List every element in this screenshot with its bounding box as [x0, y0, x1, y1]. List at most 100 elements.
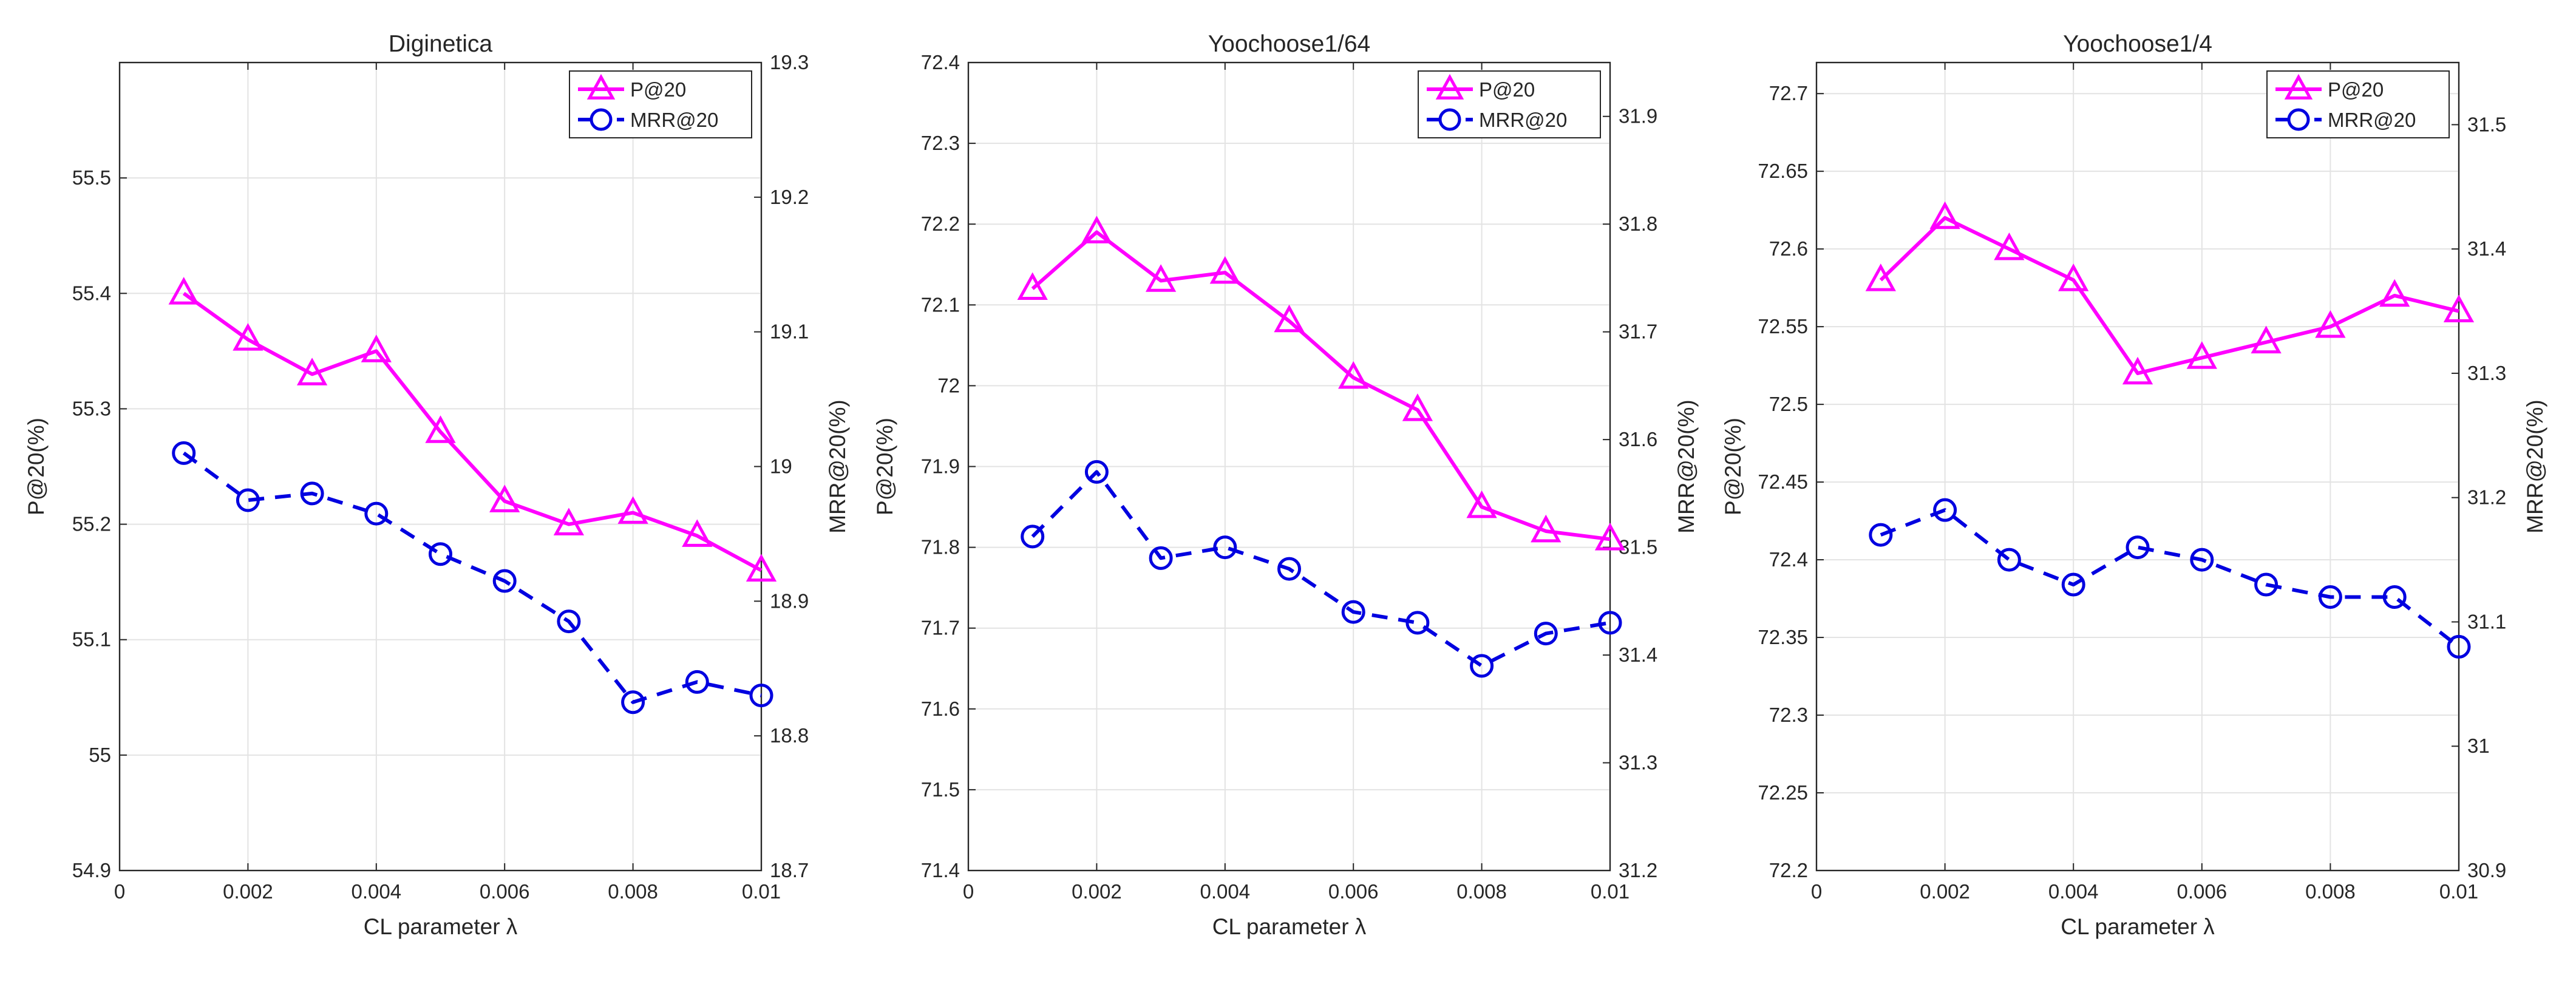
- data-point-triangle: [2315, 310, 2346, 338]
- data-point-circle: [1277, 557, 1301, 581]
- y-right-tick-label: 31.8: [1619, 212, 1657, 235]
- y-left-tick-label: 72.3: [921, 132, 960, 154]
- data-point-circle: [1021, 524, 1045, 549]
- data-point-triangle: [1209, 256, 1240, 284]
- series-line: [1031, 470, 1611, 668]
- y-right-tick-label: 31.7: [1619, 321, 1657, 343]
- y-left-tick-label: 72.55: [1758, 315, 1808, 338]
- y-left-tick-label: 72.45: [1758, 470, 1808, 493]
- series-mrr-20: [1021, 460, 1622, 678]
- data-point-triangle: [1594, 523, 1626, 551]
- data-point-circle: [1534, 622, 1558, 646]
- legend-label: MRR@20: [1479, 109, 1567, 131]
- y-left-tick-label: 72.65: [1758, 160, 1808, 182]
- data-point-triangle: [2058, 263, 2089, 291]
- data-point-triangle: [2186, 341, 2217, 369]
- y-left-axis-title: P@20(%): [872, 418, 897, 515]
- data-point-circle: [1869, 523, 1893, 547]
- series-mrr-20: [1869, 498, 2471, 659]
- data-point-triangle: [1081, 216, 1112, 243]
- y-left-tick-label: 71.5: [921, 778, 960, 801]
- y-left-tick-label: 72.7: [1769, 82, 1808, 104]
- y-right-tick-label: 31.5: [2467, 113, 2506, 135]
- legend: P@20 MRR@20: [569, 70, 752, 138]
- data-point-triangle: [2122, 356, 2153, 385]
- x-axis-title: CL parameter λ: [1212, 914, 1367, 939]
- data-point-triangle: [746, 554, 777, 582]
- series-p-20: [168, 277, 777, 582]
- x-tick-label: 0.002: [1072, 880, 1122, 903]
- data-point-circle: [364, 501, 389, 526]
- y-left-tick-label: 72.2: [1769, 859, 1808, 881]
- data-point-triangle: [553, 507, 585, 535]
- data-point-triangle: [1017, 272, 1048, 300]
- data-point-circle: [2126, 535, 2150, 560]
- series-line: [1031, 230, 1611, 541]
- data-point-circle: [1470, 654, 1494, 678]
- data-point-triangle: [1274, 304, 1305, 333]
- x-tick-label: 0.008: [1456, 880, 1507, 903]
- series-line: [182, 291, 763, 572]
- x-tick-label: 0.002: [1920, 880, 1970, 903]
- data-point-triangle: [361, 334, 392, 362]
- x-tick-label: 0.004: [352, 880, 402, 903]
- x-axis-title: CL parameter λ: [2061, 914, 2215, 939]
- y-left-axis-title: P@20(%): [1721, 418, 1745, 515]
- series-line: [1879, 216, 2459, 375]
- legend-label: MRR@20: [2328, 109, 2416, 131]
- y-left-tick-label: 72.4: [921, 51, 960, 73]
- legend: P@20 MRR@20: [1418, 70, 1601, 138]
- y-right-tick-label: 31.4: [2467, 237, 2506, 260]
- y-left-tick-label: 72.3: [1769, 704, 1808, 726]
- y-right-tick-label: 31.9: [1619, 105, 1657, 127]
- y-left-tick-label: 55.4: [72, 282, 111, 304]
- y-right-tick-label: 18.7: [770, 859, 809, 881]
- series-mrr-20: [172, 441, 773, 715]
- chart-panel-3: 0 0.002 0.004 0.006 0.008 0.01 72.2 72.25 72.3 72…: [1721, 31, 2547, 939]
- x-tick-label: 0.002: [223, 880, 273, 903]
- legend-marker-triangle: [586, 73, 616, 100]
- series-line: [1880, 508, 2460, 648]
- legend-marker-circle: [1438, 108, 1461, 131]
- legend-label: P@20: [1479, 78, 1535, 101]
- plot-area: [118, 61, 763, 872]
- x-tick-label: 0.006: [2177, 880, 2228, 903]
- y-left-tick-label: 55.3: [72, 397, 111, 419]
- legend-label: P@20: [630, 78, 686, 101]
- x-tick-label: 0.004: [1200, 880, 1251, 903]
- series-p-20: [1017, 216, 1626, 551]
- data-point-triangle: [682, 519, 713, 547]
- chart-panel-2: 0 0.002 0.004 0.006 0.008 0.01 71.4 71.5 71.6 71.…: [872, 31, 1699, 939]
- x-tick-label: 0: [114, 880, 125, 903]
- data-point-circle: [429, 542, 452, 566]
- y-left-tick-label: 72.25: [1758, 781, 1808, 804]
- y-right-tick-label: 19.3: [770, 51, 809, 73]
- data-point-circle: [2061, 572, 2085, 597]
- y-left-tick-label: 71.8: [921, 536, 960, 558]
- data-point-circle: [300, 481, 324, 506]
- data-point-circle: [557, 609, 581, 634]
- y-right-tick-label: 31.3: [1619, 752, 1657, 774]
- x-tick-label: 0.006: [1328, 880, 1379, 903]
- plot-area: [1815, 61, 2460, 872]
- data-point-triangle: [2443, 294, 2475, 322]
- y-right-tick-label: 19.1: [770, 321, 809, 343]
- data-point-circle: [1213, 535, 1237, 560]
- data-point-circle: [2318, 585, 2342, 609]
- y-right-tick-label: 31.1: [2467, 610, 2506, 633]
- y-right-tick-label: 31.5: [1619, 536, 1657, 558]
- y-right-tick-label: 19.2: [770, 186, 809, 208]
- y-left-tick-label: 55: [89, 744, 111, 766]
- y-left-tick-label: 72.2: [921, 212, 960, 235]
- legend-marker-circle: [590, 108, 613, 131]
- y-left-tick-label: 71.6: [921, 698, 960, 720]
- legend: P@20 MRR@20: [2266, 70, 2450, 138]
- data-point-circle: [2190, 548, 2214, 572]
- data-point-circle: [621, 690, 645, 715]
- x-tick-label: 0.01: [2439, 880, 2478, 903]
- y-left-tick-label: 71.4: [921, 859, 960, 881]
- x-axis-title: CL parameter λ: [364, 914, 518, 939]
- data-point-triangle: [2379, 279, 2410, 307]
- x-tick-label: 0.008: [2305, 880, 2356, 903]
